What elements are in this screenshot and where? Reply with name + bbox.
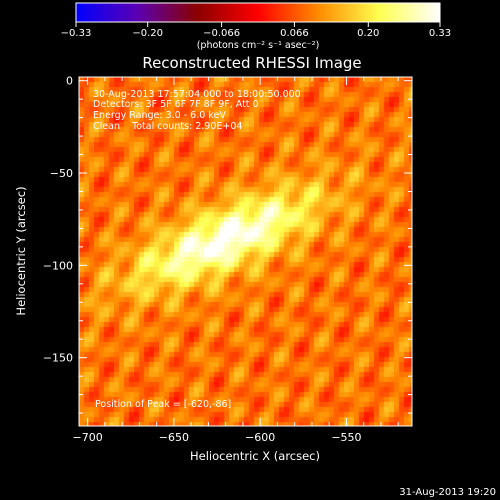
- annotation-detectors: Detectors: 3F 5F 6F 7F 8F 9F, Att 0: [93, 99, 259, 110]
- colorbar-tick-label: 0.20: [357, 28, 379, 39]
- colorbar-ticks: −0.33 −0.20 −0.066 0.066 0.20 0.33: [61, 22, 451, 39]
- observation-info: 30-Aug-2013 17:57:04.000 to 18:00:50.000…: [93, 89, 301, 132]
- plot-frame: [78, 76, 413, 427]
- colorbar-tick-label: 0.33: [429, 28, 451, 39]
- colorbar: −0.33 −0.20 −0.066 0.066 0.20 0.33 (photons c…: [61, 2, 451, 51]
- x-tick-label: −650: [159, 431, 189, 444]
- y-axis-label: Heliocentric Y (arcsec): [14, 186, 28, 315]
- annotation-time-range: 30-Aug-2013 17:57:04.000 to 18:00:50.000: [93, 89, 301, 100]
- annotation-energy-range: Energy Range: 3.0 - 6.0 keV: [93, 110, 226, 121]
- peak-position-label: Position of Peak = [-620,-86]: [95, 399, 231, 410]
- x-tick-label: −700: [73, 431, 103, 444]
- colorbar-tick-label: 0.066: [280, 28, 309, 39]
- colorbar-tick-label: −0.066: [203, 28, 240, 39]
- y-tick-label: 0: [66, 75, 73, 88]
- heatmap-image: [79, 77, 412, 426]
- colorbar-gradient: [75, 2, 441, 23]
- x-tick-label: −600: [245, 431, 275, 444]
- annotation-counts: Clean Total counts: 2.90E+04: [93, 121, 242, 132]
- axis-ticks: −700 −650 −600 −550 0 −50 −100 −150: [43, 75, 412, 444]
- y-tick-label: −100: [43, 259, 73, 272]
- y-tick-label: −150: [43, 352, 73, 365]
- heatmap-canvas: [79, 77, 412, 426]
- y-tick-label: −50: [50, 167, 73, 180]
- x-axis-label: Heliocentric X (arcsec): [190, 449, 320, 463]
- timestamp: 31-Aug-2013 19:20: [399, 487, 496, 498]
- colorbar-unit-label: (photons cm⁻² s⁻¹ asec⁻²): [197, 40, 320, 51]
- chart-title: Reconstructed RHESSI Image: [142, 54, 361, 72]
- x-tick-label: −550: [331, 431, 361, 444]
- colorbar-tick-label: −0.33: [61, 28, 92, 39]
- colorbar-tick-label: −0.20: [132, 28, 163, 39]
